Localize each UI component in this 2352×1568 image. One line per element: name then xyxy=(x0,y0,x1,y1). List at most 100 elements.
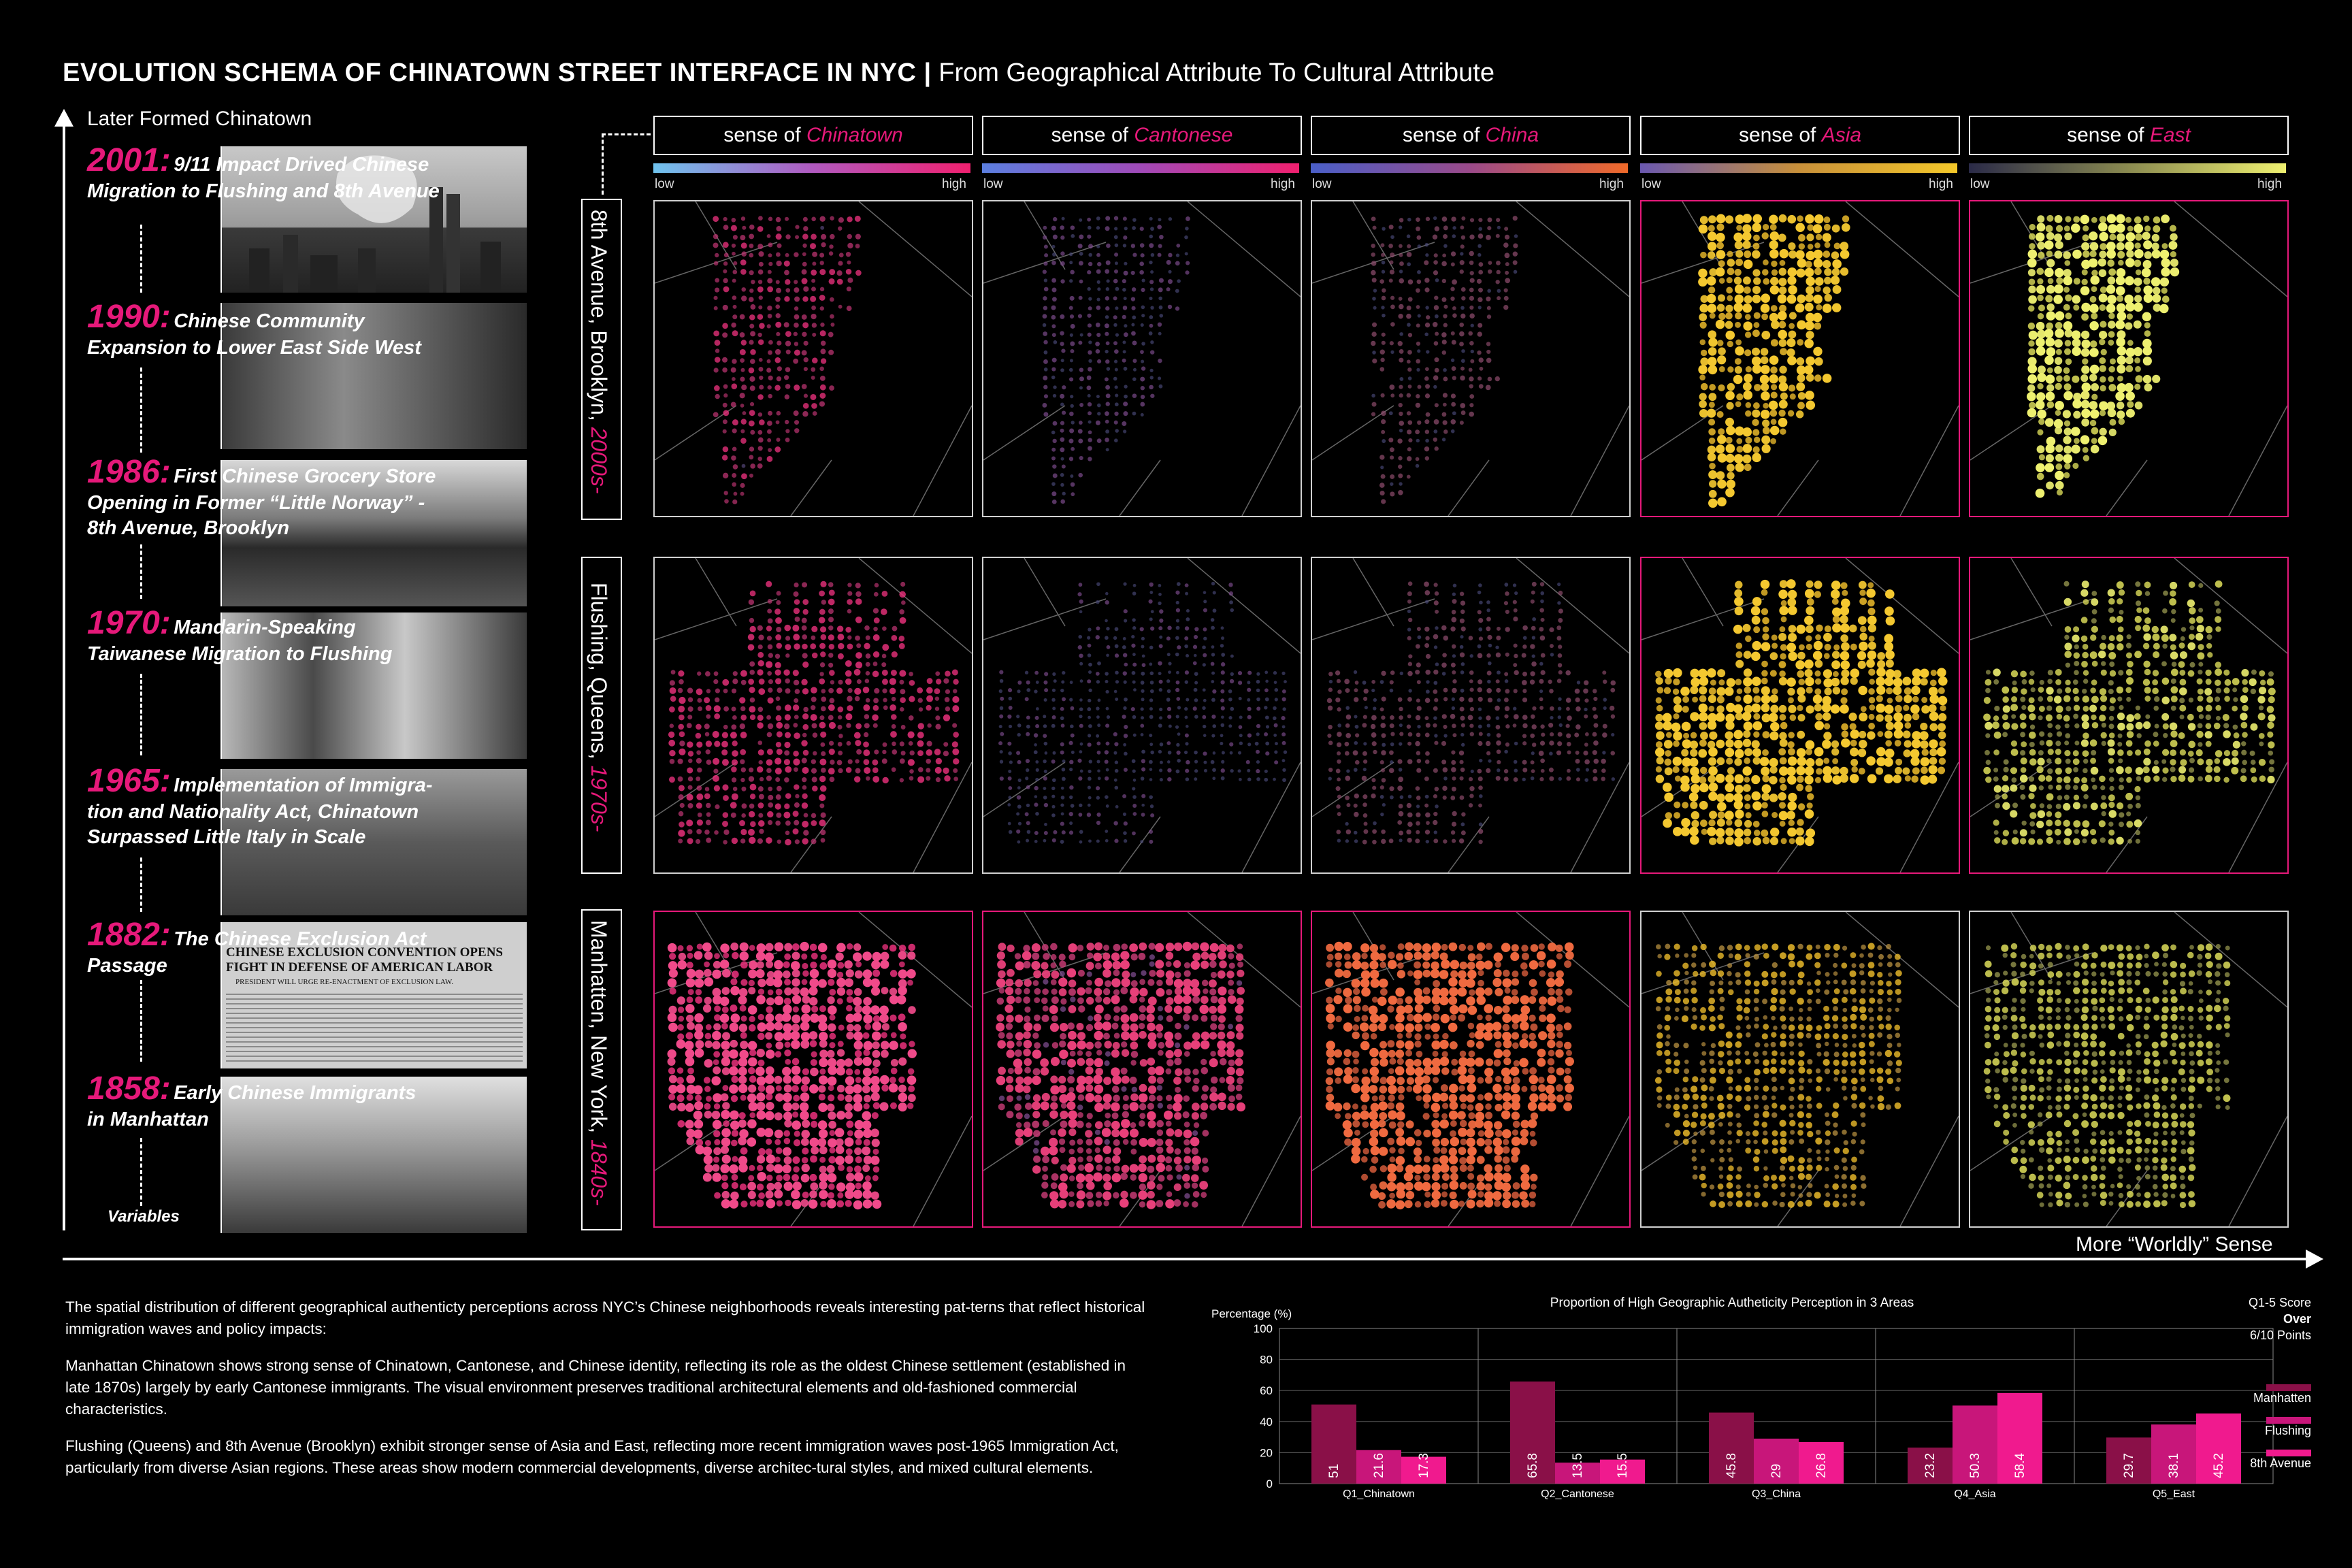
col-header-highlight: Chinatown xyxy=(806,124,903,146)
photo-flushing-storefront xyxy=(220,612,527,759)
chart-bar-label: 29 xyxy=(1769,1464,1784,1478)
chart-bar xyxy=(1401,1456,1446,1484)
chart-legend-swatch xyxy=(2266,1384,2311,1391)
map-panel-r0-c3 xyxy=(1640,200,1960,517)
description-paragraph: Flushing (Queens) and 8th Avenue (Brookl… xyxy=(65,1437,1119,1476)
newspaper-subhead: PRESIDENT WILL URGE RE-ENACTMENT OF EXCL… xyxy=(235,978,454,986)
description-paragraph: Manhattan Chinatown shows strong sense o… xyxy=(65,1357,1126,1418)
chart-bar xyxy=(1555,1463,1600,1484)
timeline-text: Chinese Community xyxy=(174,310,365,332)
chart-bar-label: 26.8 xyxy=(1814,1453,1829,1478)
street-dot-map xyxy=(1312,912,1629,1226)
timeline-text: in Manhattan xyxy=(87,1109,209,1130)
chart-legend-title: Q1-5 Score xyxy=(2249,1296,2311,1309)
row-label-era: 2000s- xyxy=(587,427,611,494)
gradient-high-label: high xyxy=(1929,177,1953,191)
street-dot-map xyxy=(1312,558,1629,872)
photo-chinatown-street xyxy=(220,303,527,449)
chart-legend-label: Manhatten xyxy=(2253,1391,2311,1405)
chart-xtick-label: Q4_Asia xyxy=(1954,1488,1995,1500)
chart-legend-swatch xyxy=(2266,1450,2311,1456)
chart-bar-label: 51 xyxy=(1327,1464,1341,1478)
chart-bar xyxy=(1709,1412,1754,1484)
gradient-legend-china xyxy=(1311,163,1628,173)
row-label-place: 8th Avenue, Brooklyn, xyxy=(587,210,611,421)
gradient-high-label: high xyxy=(942,177,966,191)
row-label-place: Flushing, Queens, xyxy=(587,583,611,760)
timeline-year: 1882: xyxy=(87,917,171,953)
chart-bar xyxy=(1997,1392,2042,1484)
chart-xtick-label: Q2_Cantonese xyxy=(1541,1488,1614,1500)
street-dot-map xyxy=(1970,558,2287,872)
timeline-text: 8th Avenue, Brooklyn xyxy=(87,517,290,539)
street-dot-map xyxy=(983,912,1301,1226)
x-axis-label: More “Worldly” Sense xyxy=(2076,1233,2273,1256)
page-title: EVOLUTION SCHEMA OF CHINATOWN STREET INT… xyxy=(63,59,1494,88)
street-dot-map xyxy=(983,201,1301,516)
title-bold: EVOLUTION SCHEMA OF CHINATOWN STREET INT… xyxy=(63,59,932,87)
skyline-illustration xyxy=(249,155,501,293)
col-header-prefix: sense of xyxy=(2067,124,2150,146)
map-panel-r0-c0 xyxy=(653,200,973,517)
timeline-year: 1986: xyxy=(87,454,171,490)
description: The spatial distribution of different ge… xyxy=(65,1296,1147,1494)
row-label-era: 1970s- xyxy=(587,765,611,832)
chart-ylabel: Percentage (%) xyxy=(1211,1307,1292,1320)
gradient-legend-chinatown xyxy=(653,163,970,173)
map-panel-r2-c4 xyxy=(1969,911,2289,1228)
chart-bar-label: 15.5 xyxy=(1616,1453,1630,1478)
map-panel-r0-c4 xyxy=(1969,200,2289,517)
map-panel-r0-c2 xyxy=(1311,200,1631,517)
chart-bar-label: 23.2 xyxy=(1923,1453,1938,1478)
map-panel-r1-c2 xyxy=(1311,557,1631,874)
col-header-highlight: China xyxy=(1485,124,1539,146)
chart-bar xyxy=(1754,1438,1799,1484)
gradient-low-label: low xyxy=(655,177,674,191)
gradient-high-label: high xyxy=(1599,177,1624,191)
timeline-arrow xyxy=(140,368,142,453)
street-dot-map xyxy=(983,558,1301,872)
title-subtitle: From Geographical Attribute To Cultural … xyxy=(938,59,1494,87)
chart-xtick-label: Q5_East xyxy=(2153,1488,2195,1500)
chart-ytick-label: 40 xyxy=(1260,1416,1273,1428)
col-header-highlight: East xyxy=(2149,124,2191,146)
chart-bar-label: 21.6 xyxy=(1372,1453,1386,1478)
chart-bar-label: 13.5 xyxy=(1571,1453,1585,1478)
timeline-year: 1970: xyxy=(87,605,171,641)
timeline-arrow xyxy=(140,1138,142,1206)
photo-chinatown-scale xyxy=(220,769,527,915)
street-dot-map xyxy=(655,912,972,1226)
chart-bar xyxy=(1510,1381,1555,1484)
gradient-legend-asia xyxy=(1640,163,1957,173)
street-dot-map xyxy=(1642,912,1959,1226)
photo-early-immigrants xyxy=(220,1077,527,1233)
bar-chart-svg: Proportion of High Geographic Autheticit… xyxy=(1211,1296,2311,1500)
bar-chart: Proportion of High Geographic Autheticit… xyxy=(1198,1293,2314,1503)
chart-bar xyxy=(1600,1459,1645,1484)
col-header-east: sense of East xyxy=(1969,116,2289,155)
col-header-china: sense of China xyxy=(1311,116,1631,155)
gradient-legend-cantonese xyxy=(982,163,1299,173)
timeline-year: 1858: xyxy=(87,1071,171,1107)
description-paragraph: The spatial distribution of different ge… xyxy=(65,1298,1145,1337)
col-header-prefix: sense of xyxy=(1402,124,1486,146)
chart-bar xyxy=(2151,1424,2196,1484)
map-panel-r0-c1 xyxy=(982,200,1302,517)
timeline-text: The Chinese Exclusion Act xyxy=(174,928,427,950)
chart-xtick-label: Q3_China xyxy=(1752,1488,1801,1500)
map-panel-r1-c1 xyxy=(982,557,1302,874)
timeline-text: tion and Nationality Act, Chinatown xyxy=(87,801,419,823)
timeline-year: 1990: xyxy=(87,299,171,335)
timeline-entry-1986: 1986: First Chinese Grocery Store Openin… xyxy=(87,453,523,541)
chart-title: Proportion of High Geographic Autheticit… xyxy=(1550,1296,1914,1310)
photo-911 xyxy=(220,146,527,293)
chart-xtick-label: Q1_Chinatown xyxy=(1343,1488,1415,1500)
chart-bar xyxy=(2106,1437,2151,1484)
photo-grocery-store xyxy=(220,460,527,606)
col-header-cantonese: sense of Cantonese xyxy=(982,116,1302,155)
timeline-text: Surpassed Little Italy in Scale xyxy=(87,826,366,848)
chart-bar-label: 50.3 xyxy=(1968,1453,1982,1478)
col-header-chinatown: sense of Chinatown xyxy=(653,116,973,155)
chart-ytick-label: 100 xyxy=(1254,1322,1273,1335)
row-label-era: 1840s- xyxy=(587,1139,611,1206)
